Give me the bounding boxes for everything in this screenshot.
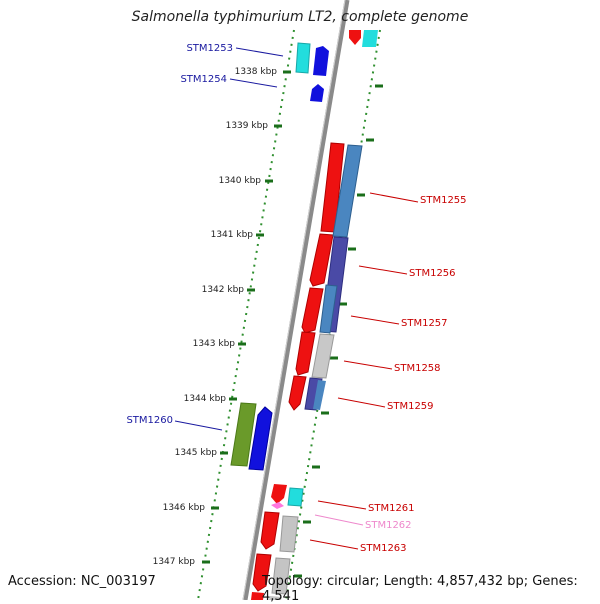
gene-feature-blue-2[interactable] <box>248 406 273 471</box>
gene-feature-red-7[interactable] <box>252 553 272 592</box>
scale-label: 1339 kbp <box>226 121 269 131</box>
scale-label: 1343 kbp <box>193 339 236 349</box>
gene-feature-stm1254[interactable] <box>310 84 324 102</box>
connector-stm1258 <box>343 360 393 370</box>
gene-feature-top-red[interactable] <box>349 30 361 45</box>
scale-label: 1346 kbp <box>163 503 206 513</box>
gene-labels: STM1253 STM1254 STM1255 STM1256 STM1257 … <box>126 43 466 554</box>
gene-label-stm1263[interactable]: STM1263 <box>360 543 407 554</box>
gene-feature-stm1253[interactable] <box>295 42 311 74</box>
label-connectors <box>174 47 419 550</box>
gene-feature-top-cyan[interactable] <box>362 30 378 47</box>
connector-stm1254 <box>229 78 278 88</box>
gene-label-stm1254[interactable]: STM1254 <box>180 74 227 85</box>
genome-backbone <box>242 0 350 600</box>
gene-label-stm1256[interactable]: STM1256 <box>409 268 456 279</box>
genome-backbone-highlight <box>242 0 346 600</box>
scale-label: 1338 kbp <box>235 67 278 77</box>
gene-feature-stm1259-b[interactable] <box>313 380 326 410</box>
accession-text: Accession: NC_003197 <box>8 574 156 589</box>
scale-label: 1340 kbp <box>219 176 262 186</box>
gene-feature-stm1262[interactable] <box>271 502 284 509</box>
gene-label-stm1258[interactable]: STM1258 <box>394 363 441 374</box>
connector-stm1260 <box>174 420 223 431</box>
gene-label-stm1259[interactable]: STM1259 <box>387 401 434 412</box>
gene-feature-red-6[interactable] <box>260 511 280 550</box>
gene-label-stm1257[interactable]: STM1257 <box>401 318 448 329</box>
gene-feature-stm1258[interactable] <box>311 333 335 379</box>
gene-feature-red-5[interactable] <box>288 375 307 411</box>
gene-feature-stm1260[interactable] <box>230 402 257 467</box>
gene-feature-stm1261-red[interactable] <box>271 484 287 504</box>
gene-feature-stm1255[interactable] <box>332 144 363 238</box>
gene-feature-red-3[interactable] <box>301 287 324 334</box>
connector-stm1257 <box>350 315 400 325</box>
gene-label-stm1261[interactable]: STM1261 <box>368 503 415 514</box>
scale-dotted-line <box>197 29 295 600</box>
gene-label-stm1253[interactable]: STM1253 <box>186 43 233 54</box>
gene-features <box>230 30 378 600</box>
gene-label-stm1262[interactable]: STM1262 <box>365 520 412 531</box>
connector-stm1253 <box>235 47 284 57</box>
connector-stm1259 <box>337 397 386 408</box>
connector-stm1261 <box>317 500 367 510</box>
scale-label: 1344 kbp <box>184 394 227 404</box>
gene-feature-gray-8[interactable] <box>269 596 282 600</box>
gene-feature-stm1263[interactable] <box>279 515 299 553</box>
scale-label: 1342 kbp <box>202 285 245 295</box>
gene-feature-red-8[interactable] <box>251 592 264 600</box>
gene-feature-stm1257[interactable] <box>319 284 338 334</box>
connector-stm1255 <box>369 192 419 203</box>
connector-stm1263 <box>309 539 359 550</box>
gene-feature-red-4[interactable] <box>295 331 316 376</box>
gene-label-stm1260[interactable]: STM1260 <box>126 415 173 426</box>
gene-feature-blue-1[interactable] <box>313 46 329 76</box>
connector-stm1256 <box>358 265 408 275</box>
gene-feature-gray-bottom[interactable] <box>271 557 291 595</box>
gene-label-stm1255[interactable]: STM1255 <box>420 195 467 206</box>
scale-label: 1345 kbp <box>175 448 218 458</box>
scale-labels: 1338 kbp 1339 kbp 1340 kbp 1341 kbp 1342… <box>153 67 278 567</box>
scale-label: 1341 kbp <box>211 230 254 240</box>
gene-feature-red-2[interactable] <box>309 233 334 287</box>
gene-feature-stm1261[interactable] <box>287 487 304 507</box>
scale-ruler <box>197 29 383 600</box>
connector-stm1262 <box>314 514 364 526</box>
map-title: Salmonella typhimurium LT2, complete gen… <box>131 9 469 25</box>
scale-label: 1347 kbp <box>153 557 196 567</box>
